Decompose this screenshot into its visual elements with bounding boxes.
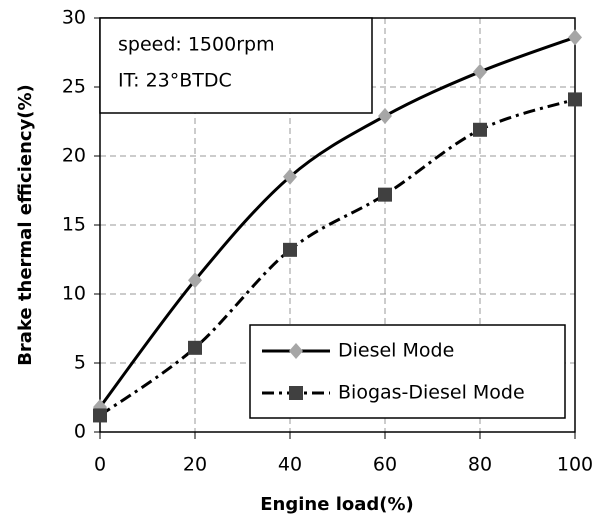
marker — [283, 242, 297, 257]
marker — [188, 272, 202, 289]
legend-label: Diesel Mode — [338, 340, 454, 362]
y-tick-label: 0 — [74, 421, 86, 443]
series-line — [99, 97, 576, 417]
x-tick-label: 20 — [183, 454, 207, 476]
legend-label: Biogas-Diesel Mode — [338, 382, 525, 404]
x-tick-label: 80 — [468, 454, 492, 476]
marker — [283, 168, 297, 185]
marker — [568, 29, 582, 46]
x-tick-label: 60 — [373, 454, 397, 476]
legend-marker — [289, 386, 303, 400]
annotation: IT: 23°BTDC — [118, 70, 232, 92]
legend-box — [249, 324, 566, 419]
marker — [93, 408, 107, 423]
x-axis-title: Engine load(%) — [260, 494, 414, 515]
x-tick-label: 40 — [278, 454, 302, 476]
y-tick-label: 30 — [62, 7, 86, 29]
marker — [473, 63, 487, 80]
y-tick-label: 20 — [62, 145, 86, 167]
marker — [568, 92, 582, 107]
series-line — [98, 35, 576, 409]
x-tick-label: 100 — [557, 454, 593, 476]
y-tick-label: 10 — [62, 283, 86, 305]
x-tick-label: 0 — [94, 454, 106, 476]
marker — [188, 340, 202, 355]
annotation: speed: 1500rpm — [118, 34, 275, 56]
y-tick-label: 25 — [62, 76, 86, 98]
legend-marker — [289, 343, 303, 359]
marker — [378, 107, 392, 124]
y-axis-title: Brake thermal efficiency(%) — [15, 84, 36, 366]
annotation-box — [99, 17, 373, 114]
y-tick-label: 15 — [62, 214, 86, 236]
marker — [473, 122, 487, 137]
y-tick-label: 5 — [74, 352, 86, 374]
marker — [378, 187, 392, 202]
